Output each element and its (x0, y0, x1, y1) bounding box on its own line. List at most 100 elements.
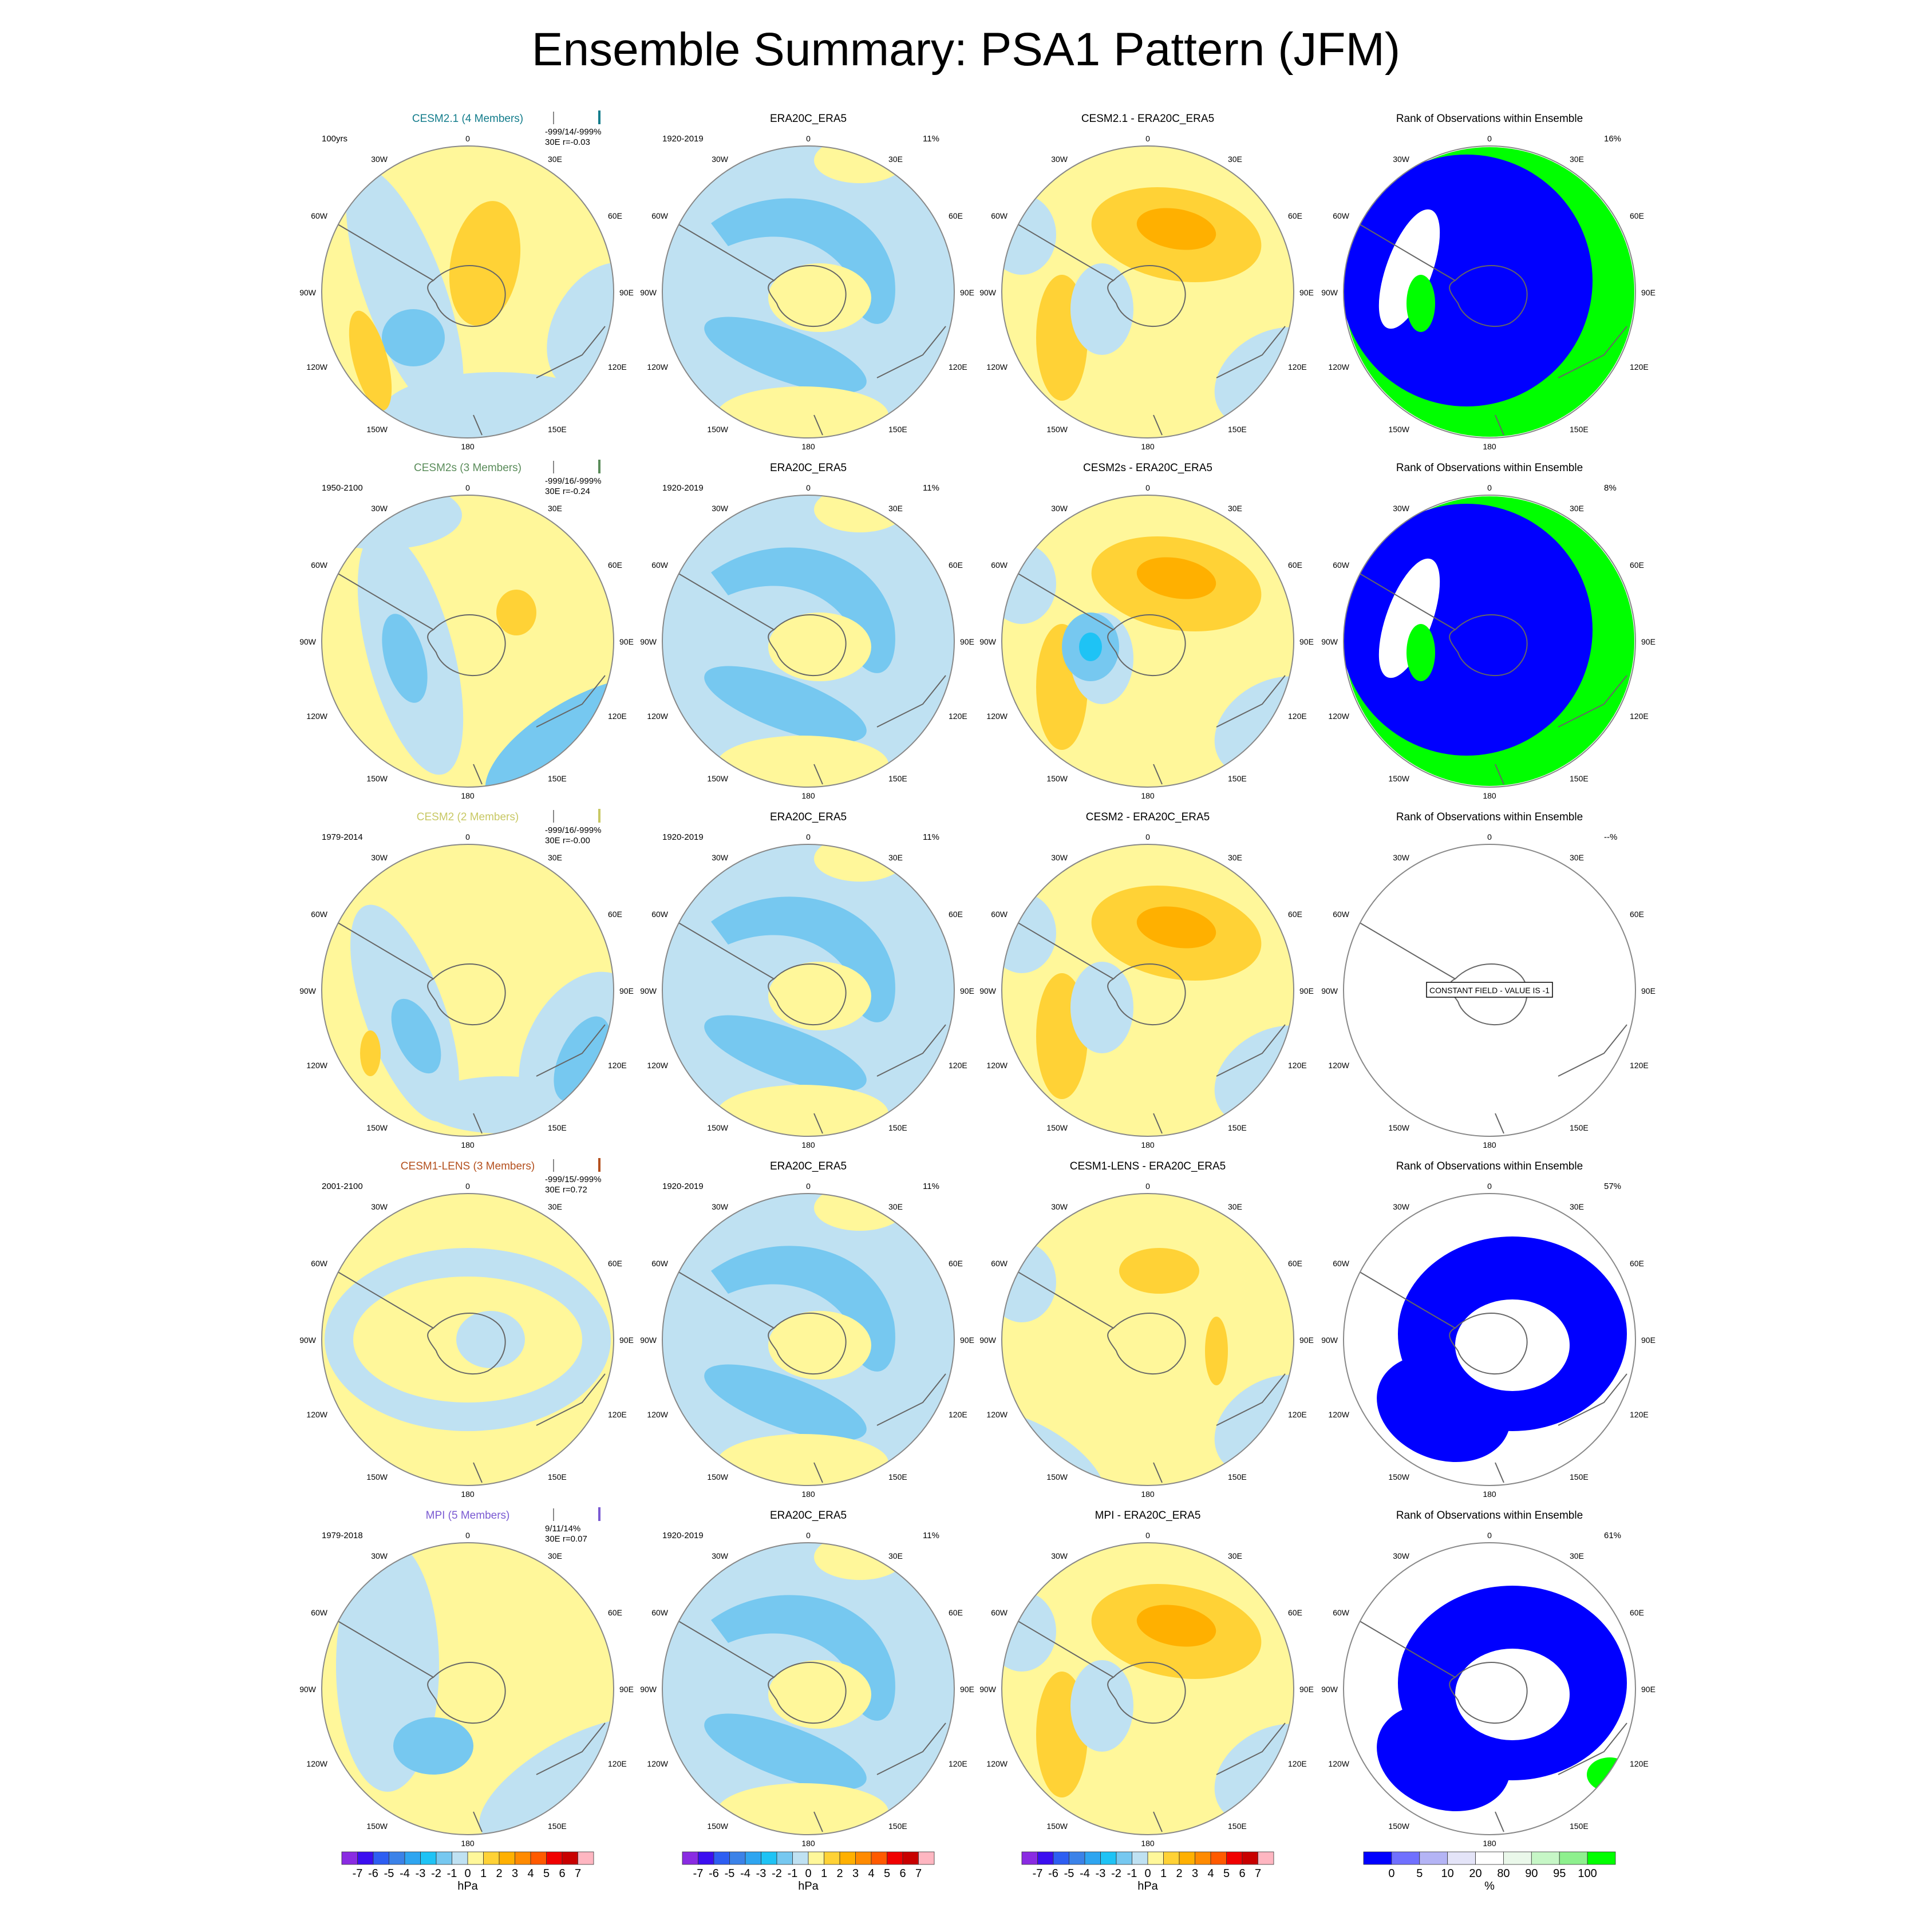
negative-anomaly (382, 372, 611, 438)
map-label-bl1: 120W (1328, 362, 1349, 372)
colorbar-tick-label: 2 (1176, 1867, 1182, 1880)
colorbar-swatch (1163, 1851, 1180, 1865)
rank-mid-region (1455, 1299, 1570, 1391)
colorbar-swatch (1100, 1851, 1117, 1865)
south-america-coastline (1357, 223, 1456, 281)
map-label-tr1: 30E (1570, 1202, 1584, 1211)
map-label-br2: 150E (1570, 774, 1589, 783)
south-america-coastline (1016, 921, 1114, 979)
antarctica-coastline (1449, 265, 1528, 327)
correlation-label: 30E r=-0.03 (545, 137, 590, 147)
map-boundary (1343, 145, 1636, 438)
map-label-bl1: 120W (647, 1410, 668, 1419)
antarctica-coastline (1107, 1662, 1186, 1724)
colorbar-tick-label: 5 (884, 1867, 890, 1880)
map-label-left: 90W (1321, 1685, 1338, 1694)
south-america-coastline (335, 1270, 434, 1329)
map-label-bl2: 150W (1046, 1822, 1068, 1831)
negative-anomaly-arc (711, 547, 895, 673)
positive-anomaly (768, 962, 871, 1030)
map-boundary (1343, 1193, 1636, 1486)
map-label-bottom: 180 (1483, 791, 1496, 800)
negative-anomaly (704, 1713, 867, 1790)
map-label-tl1: 30W (712, 1202, 729, 1211)
south-america-coastline (1357, 1270, 1456, 1329)
map-label-bl1: 120W (647, 362, 668, 372)
map-label-br2: 150E (548, 1822, 567, 1831)
positive-anomaly (717, 736, 888, 787)
map-label-bl1: 120W (986, 1410, 1008, 1419)
rank-percent-label: 61% (1604, 1531, 1621, 1540)
negative-anomaly (1002, 1242, 1056, 1322)
map-label-top: 0 (1487, 832, 1492, 841)
map-label-tl2: 60W (651, 211, 669, 220)
positive-anomaly (768, 263, 871, 332)
map-label-tl2: 60W (991, 1259, 1008, 1268)
negative-anomaly (1002, 1591, 1056, 1672)
positive-anomaly (1119, 1248, 1199, 1294)
map-label-top: 0 (806, 1531, 811, 1540)
map-boundary (662, 495, 955, 788)
map-label-bottom: 180 (461, 791, 475, 800)
obs-period-label: 1920-2019 (662, 134, 704, 144)
colorbar-swatch (745, 1851, 761, 1865)
antarctica-coastline (768, 614, 847, 676)
colorbar-swatch (1503, 1851, 1532, 1865)
map-label-br1: 120E (949, 362, 967, 372)
colorbar-swatch (1559, 1851, 1588, 1865)
obs-period-label: 1920-2019 (662, 483, 704, 493)
map-label-left: 90W (979, 637, 997, 646)
australia-coastline (1558, 675, 1627, 728)
negative-anomaly (704, 317, 867, 393)
colorbar-units: % (1484, 1880, 1495, 1893)
map-label-tr2: 60E (1288, 910, 1302, 919)
map-label-br2: 150E (548, 774, 567, 783)
obs-period-label: 1920-2019 (662, 1182, 704, 1191)
map-label-bl1: 120W (1328, 712, 1349, 721)
map-label-right: 90E (619, 1336, 634, 1345)
colorbar-swatch (1116, 1851, 1132, 1865)
map-label-tr1: 30E (1570, 155, 1584, 164)
new-zealand-coastline (813, 1462, 823, 1483)
map-label-top: 0 (1145, 134, 1150, 143)
map-label-bl2: 150W (707, 1822, 728, 1831)
antarctica-coastline (1449, 963, 1528, 1025)
figure-title: Ensemble Summary: PSA1 Pattern (JFM) (531, 23, 1401, 76)
obs-percent-label: 11% (923, 1182, 939, 1191)
antarctica-coastline (427, 1662, 506, 1724)
new-zealand-coastline (1153, 1811, 1163, 1832)
map-label-bl1: 120W (647, 1759, 668, 1768)
antarctica-coastline (768, 963, 847, 1025)
negative-anomaly-arc (711, 198, 895, 324)
positive-anomaly-core (1136, 557, 1216, 599)
colorbar-swatch (1053, 1851, 1069, 1865)
colorbar-tick-label: 5 (543, 1867, 550, 1880)
map-label-left: 90W (979, 1685, 997, 1694)
colorbar-tick-label: -5 (1064, 1867, 1074, 1880)
colorbar-swatch (1447, 1851, 1476, 1865)
map-label-br1: 120E (949, 1759, 967, 1768)
map-field (322, 146, 614, 438)
colorbar-tick-label: 3 (512, 1867, 518, 1880)
map-boundary (662, 844, 955, 1137)
map-boundary (321, 844, 614, 1137)
map-label-bl2: 150W (1046, 425, 1068, 434)
period-label: 1950-2100 (322, 483, 363, 493)
new-zealand-coastline (1495, 1462, 1504, 1483)
map-label-tr1: 30E (888, 1551, 903, 1560)
colorbar-swatch (713, 1851, 730, 1865)
map-label-tl1: 30W (1051, 504, 1068, 513)
map-field (1344, 1194, 1635, 1485)
map-label-tr1: 30E (1570, 1551, 1584, 1560)
map-label-right: 90E (1641, 1336, 1656, 1345)
map-label-br2: 150E (888, 774, 907, 783)
map-label-top: 0 (1145, 1531, 1150, 1540)
colorbar-tick-label: 0 (1144, 1867, 1151, 1880)
colorbar-swatch (682, 1851, 698, 1865)
colorbar-tick-label: 6 (559, 1867, 565, 1880)
australia-coastline (536, 675, 606, 728)
colorbar-swatch (452, 1851, 468, 1865)
map-label-tl2: 60W (1333, 910, 1350, 919)
panel-title: ERA20C_ERA5 (770, 1510, 847, 1522)
